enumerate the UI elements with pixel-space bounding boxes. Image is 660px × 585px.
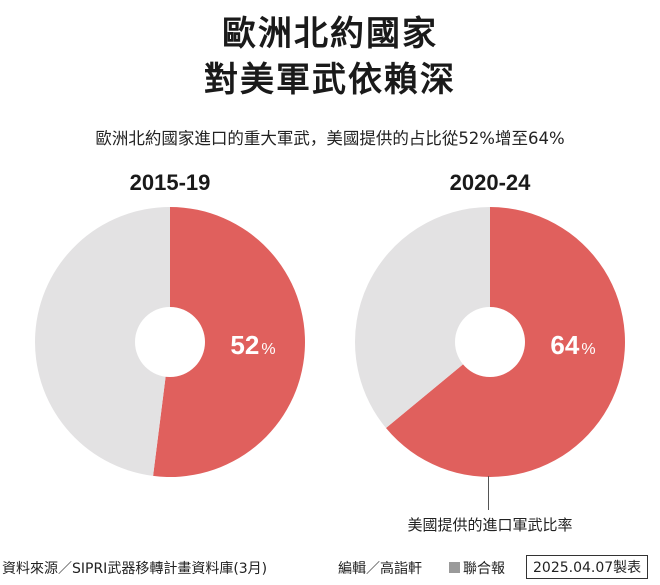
source-note: 資料來源／SIPRI武器移轉計畫資料庫(3月) [2, 561, 268, 577]
annotation-label: 美國提供的進口軍武比率 [407, 516, 573, 534]
annotation-leader-line [488, 476, 489, 510]
publisher-name: 聯合報 [463, 561, 505, 577]
donut-hole-2020-24 [455, 307, 525, 377]
chart-title-line2: 對美軍武依賴深 [204, 60, 456, 100]
chart-subtitle: 歐洲北約國家進口的重大軍武，美國提供的占比從52%增至64% [95, 129, 565, 148]
slice-us-2015-19 [153, 207, 305, 477]
period-label-2015-19: 2015-19 [129, 170, 211, 195]
slice-other-2015-19 [34, 207, 170, 476]
data-label-2020-24: 64% [550, 330, 595, 360]
donut-hole-2015-19 [135, 307, 205, 377]
editor-credit: 編輯／高詣軒 [338, 561, 422, 577]
data-label-2015-19: 52% [230, 330, 275, 360]
footer: 資料來源／SIPRI武器移轉計畫資料庫(3月) 編輯／高詣軒 聯合報 2025.… [0, 553, 660, 581]
period-label-2020-24: 2020-24 [449, 170, 531, 195]
slice-other-2020-24 [354, 207, 490, 429]
publish-date-box: 2025.04.07製表 [526, 555, 649, 579]
publisher-square-icon [449, 562, 460, 573]
chart-title-line1: 歐洲北約國家 [222, 14, 438, 54]
